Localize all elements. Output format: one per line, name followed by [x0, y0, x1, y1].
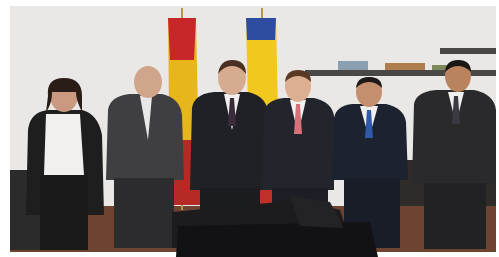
flag [246, 18, 276, 40]
photo [0, 0, 499, 257]
books [385, 63, 425, 70]
flag [168, 18, 196, 60]
books [338, 61, 368, 70]
shelf [440, 48, 496, 54]
